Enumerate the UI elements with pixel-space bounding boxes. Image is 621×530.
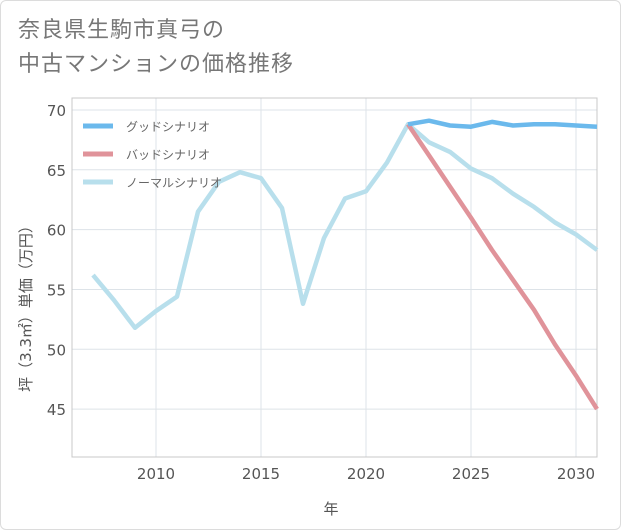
- chart-title-line-1: 奈良県生駒市真弓の: [18, 18, 226, 43]
- x-tick-labels: 2010 2015 2020 2025 2030: [137, 465, 595, 483]
- series-line-3: [91, 122, 599, 331]
- series-line-1: [407, 118, 598, 129]
- chart-title: 奈良県生駒市真弓の 中古マンションの価格推移: [18, 14, 294, 82]
- x-axis-label: 年: [323, 500, 338, 518]
- y-tick-label: 45: [47, 401, 66, 419]
- x-tick-label: 2030: [557, 465, 595, 483]
- legend-label-1: グッドシナリオ: [126, 120, 210, 134]
- legend-label-2: バッドシナリオ: [126, 148, 210, 162]
- x-tick-label: 2025: [452, 465, 490, 483]
- y-tick-label: 55: [47, 281, 66, 299]
- y-tick-labels: 45 50 55 60 65 70: [47, 102, 66, 419]
- y-axis-label: 坪（3.3㎡）単価（万円）: [17, 218, 35, 392]
- y-tick-label: 60: [47, 222, 66, 240]
- y-tick-label: 70: [47, 102, 66, 120]
- x-tick-label: 2015: [242, 465, 280, 483]
- y-tick-label: 50: [47, 341, 66, 359]
- series-layer: [91, 118, 599, 411]
- chart-title-line-2: 中古マンションの価格推移: [18, 52, 295, 77]
- grid-lines: [72, 98, 597, 457]
- y-tick-label: 65: [47, 162, 66, 180]
- legend-label-3: ノーマルシナリオ: [126, 176, 222, 190]
- x-tick-label: 2020: [347, 465, 385, 483]
- series-line-2: [406, 123, 599, 411]
- plot-area-border: [71, 97, 598, 458]
- x-tick-label: 2010: [137, 465, 175, 483]
